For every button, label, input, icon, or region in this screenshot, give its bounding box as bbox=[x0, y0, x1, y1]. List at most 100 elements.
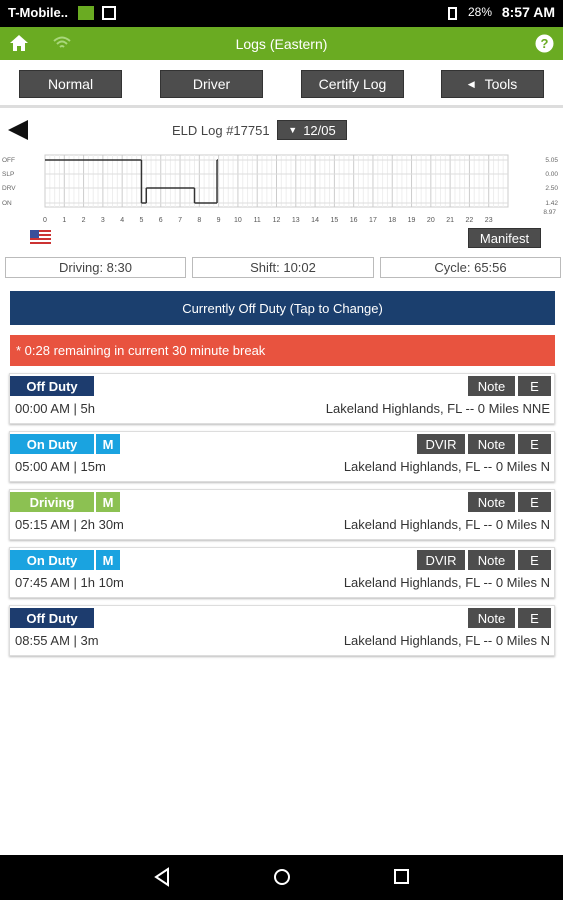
hour-label: 22 bbox=[466, 217, 474, 224]
duty-status: On Duty bbox=[10, 550, 94, 570]
notification-icon bbox=[78, 6, 94, 20]
hour-label: 23 bbox=[485, 217, 493, 224]
hour-label: 15 bbox=[330, 217, 338, 224]
event-action[interactable]: Note bbox=[468, 550, 515, 570]
duty-status: On Duty bbox=[10, 434, 94, 454]
hour-label: 5 bbox=[140, 217, 144, 224]
toolbar-button[interactable]: Certify Log bbox=[301, 70, 404, 98]
graph-total: 8.97 bbox=[543, 209, 556, 216]
stat-box: Driving: 8:30 bbox=[5, 257, 186, 278]
event-action[interactable]: E bbox=[518, 376, 551, 396]
hour-label: 19 bbox=[408, 217, 416, 224]
hour-label: 8 bbox=[197, 217, 201, 224]
hour-label: 11 bbox=[254, 217, 261, 224]
row-total: 0.00 bbox=[545, 171, 558, 178]
duty-status: Off Duty bbox=[10, 376, 94, 396]
event-card[interactable]: On Duty M E Note DVIR 07:45 AM | 1h 10m Lakela… bbox=[9, 547, 555, 598]
country-flag bbox=[30, 230, 51, 245]
hour-label: 9 bbox=[217, 217, 221, 224]
row-label: DRV bbox=[2, 185, 16, 192]
status-bar: T-Mobile.. 28% 8:57 AM bbox=[0, 0, 563, 27]
manual-flag: M bbox=[96, 434, 120, 454]
row-label: OFF bbox=[2, 157, 15, 164]
stat-box: Shift: 10:02 bbox=[192, 257, 374, 278]
row-label: ON bbox=[2, 200, 12, 207]
manifest-button[interactable]: Manifest bbox=[468, 228, 541, 248]
hour-label: 3 bbox=[101, 217, 105, 224]
event-time: 05:15 AM | 2h 30m bbox=[15, 517, 124, 532]
hour-label: 21 bbox=[446, 217, 454, 224]
event-location: Lakeland Highlands, FL -- 0 Miles N bbox=[343, 633, 550, 648]
row-total: 5.05 bbox=[545, 157, 558, 164]
event-card[interactable]: Off Duty E Note 00:00 AM | 5h Lakeland Highl… bbox=[9, 373, 555, 424]
notification-icon bbox=[102, 6, 116, 20]
svg-text:?: ? bbox=[541, 36, 549, 51]
break-alert: * 0:28 remaining in current 30 minute br… bbox=[10, 335, 555, 366]
date-label: 12/05 bbox=[303, 122, 336, 138]
hour-label: 0 bbox=[43, 217, 47, 224]
date-dropdown[interactable]: ▼ 12/05 bbox=[277, 120, 347, 140]
hour-label: 10 bbox=[234, 217, 242, 224]
hour-label: 4 bbox=[120, 217, 124, 224]
nav-back[interactable] bbox=[152, 867, 172, 887]
battery-level: 28% bbox=[468, 5, 493, 19]
event-action[interactable]: E bbox=[518, 550, 551, 570]
toolbar-button[interactable]: Driver bbox=[160, 70, 263, 98]
event-location: Lakeland Highlands, FL -- 0 Miles NNE bbox=[325, 401, 550, 416]
nav-recents[interactable] bbox=[392, 867, 412, 887]
event-time: 00:00 AM | 5h bbox=[15, 401, 95, 416]
help-button[interactable]: ? bbox=[535, 34, 554, 53]
toolbar-button[interactable]: ◀ Tools bbox=[441, 70, 544, 98]
row-total: 2.50 bbox=[545, 185, 558, 192]
hour-label: 2 bbox=[82, 217, 86, 224]
event-action[interactable]: E bbox=[518, 492, 551, 512]
event-time: 07:45 AM | 1h 10m bbox=[15, 575, 124, 590]
row-total: 1.42 bbox=[545, 200, 558, 207]
event-action[interactable]: Note bbox=[468, 608, 515, 628]
nav-home[interactable] bbox=[272, 867, 292, 887]
separator bbox=[0, 105, 563, 108]
nav-bar bbox=[0, 855, 563, 900]
back-button[interactable] bbox=[7, 119, 29, 141]
event-location: Lakeland Highlands, FL -- 0 Miles N bbox=[343, 575, 550, 590]
event-action[interactable]: DVIR bbox=[417, 434, 465, 454]
duty-status: Driving bbox=[10, 492, 94, 512]
toolbar-button[interactable]: Normal bbox=[19, 70, 122, 98]
page-title: Logs (Eastern) bbox=[235, 36, 328, 52]
app-header: Logs (Eastern) ? bbox=[0, 27, 563, 60]
hour-label: 12 bbox=[273, 217, 281, 224]
hour-label: 13 bbox=[292, 217, 300, 224]
manual-flag: M bbox=[96, 550, 120, 570]
event-card[interactable]: On Duty M E Note DVIR 05:00 AM | 15m Lakeland … bbox=[9, 431, 555, 482]
hour-label: 16 bbox=[350, 217, 358, 224]
carrier: T-Mobile.. bbox=[8, 5, 68, 20]
manual-flag: M bbox=[96, 492, 120, 512]
event-time: 05:00 AM | 15m bbox=[15, 459, 106, 474]
hour-label: 20 bbox=[427, 217, 435, 224]
event-action[interactable]: E bbox=[518, 608, 551, 628]
home-button[interactable] bbox=[9, 34, 29, 52]
event-time: 08:55 AM | 3m bbox=[15, 633, 99, 648]
event-action[interactable]: Note bbox=[468, 434, 515, 454]
event-action[interactable]: E bbox=[518, 434, 551, 454]
duty-status-banner[interactable]: Currently Off Duty (Tap to Change) bbox=[10, 291, 555, 325]
row-label: SLP bbox=[2, 171, 14, 178]
hour-label: 14 bbox=[311, 217, 319, 224]
event-action[interactable]: Note bbox=[468, 492, 515, 512]
event-location: Lakeland Highlands, FL -- 0 Miles N bbox=[343, 459, 550, 474]
hour-label: 18 bbox=[388, 217, 396, 224]
stat-box: Cycle: 65:56 bbox=[380, 257, 561, 278]
hour-label: 6 bbox=[159, 217, 163, 224]
event-card[interactable]: Off Duty E Note 08:55 AM | 3m Lakeland Highl… bbox=[9, 605, 555, 656]
wifi-icon bbox=[53, 36, 71, 48]
log-title: ELD Log #17751 bbox=[172, 123, 270, 138]
event-action[interactable]: Note bbox=[468, 376, 515, 396]
event-location: Lakeland Highlands, FL -- 0 Miles N bbox=[343, 517, 550, 532]
event-action[interactable]: DVIR bbox=[417, 550, 465, 570]
battery-icon bbox=[448, 7, 457, 20]
clock: 8:57 AM bbox=[501, 4, 555, 20]
toolbar-label: Tools bbox=[484, 76, 518, 92]
log-graph: 0 1 2 3 4 5 6 7 8 9 10 11 12 13 14 15 16 17 18 19 20 21 22 23OF… bbox=[2, 154, 558, 224]
event-card[interactable]: Driving M E Note 05:15 AM | 2h 30m Lakeland H… bbox=[9, 489, 555, 540]
